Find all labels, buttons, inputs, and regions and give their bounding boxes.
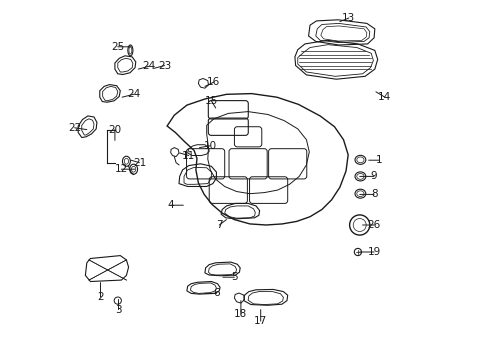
Text: 19: 19: [366, 247, 380, 257]
Text: 14: 14: [378, 92, 391, 102]
Text: 9: 9: [370, 171, 377, 181]
Text: 26: 26: [366, 220, 380, 230]
Text: 11: 11: [182, 150, 195, 161]
Text: 16: 16: [207, 77, 220, 87]
Text: 24: 24: [142, 61, 155, 71]
Text: 4: 4: [167, 200, 174, 210]
Text: 6: 6: [213, 288, 219, 298]
Text: 21: 21: [132, 158, 146, 168]
Text: 8: 8: [370, 189, 377, 199]
Text: 15: 15: [204, 96, 218, 106]
Text: 18: 18: [234, 309, 247, 319]
Text: 23: 23: [158, 60, 171, 71]
Text: 2: 2: [97, 292, 103, 302]
Text: 3: 3: [115, 305, 122, 315]
Text: 5: 5: [231, 272, 237, 282]
Text: 10: 10: [203, 141, 216, 151]
Text: 20: 20: [108, 125, 121, 135]
Text: 1: 1: [375, 155, 382, 165]
Text: 13: 13: [342, 13, 355, 23]
Text: 25: 25: [111, 42, 124, 52]
Text: 22: 22: [68, 123, 81, 133]
Text: 12: 12: [115, 164, 128, 174]
Text: 7: 7: [216, 220, 222, 230]
Text: 24: 24: [127, 89, 140, 99]
Text: 17: 17: [254, 316, 267, 326]
